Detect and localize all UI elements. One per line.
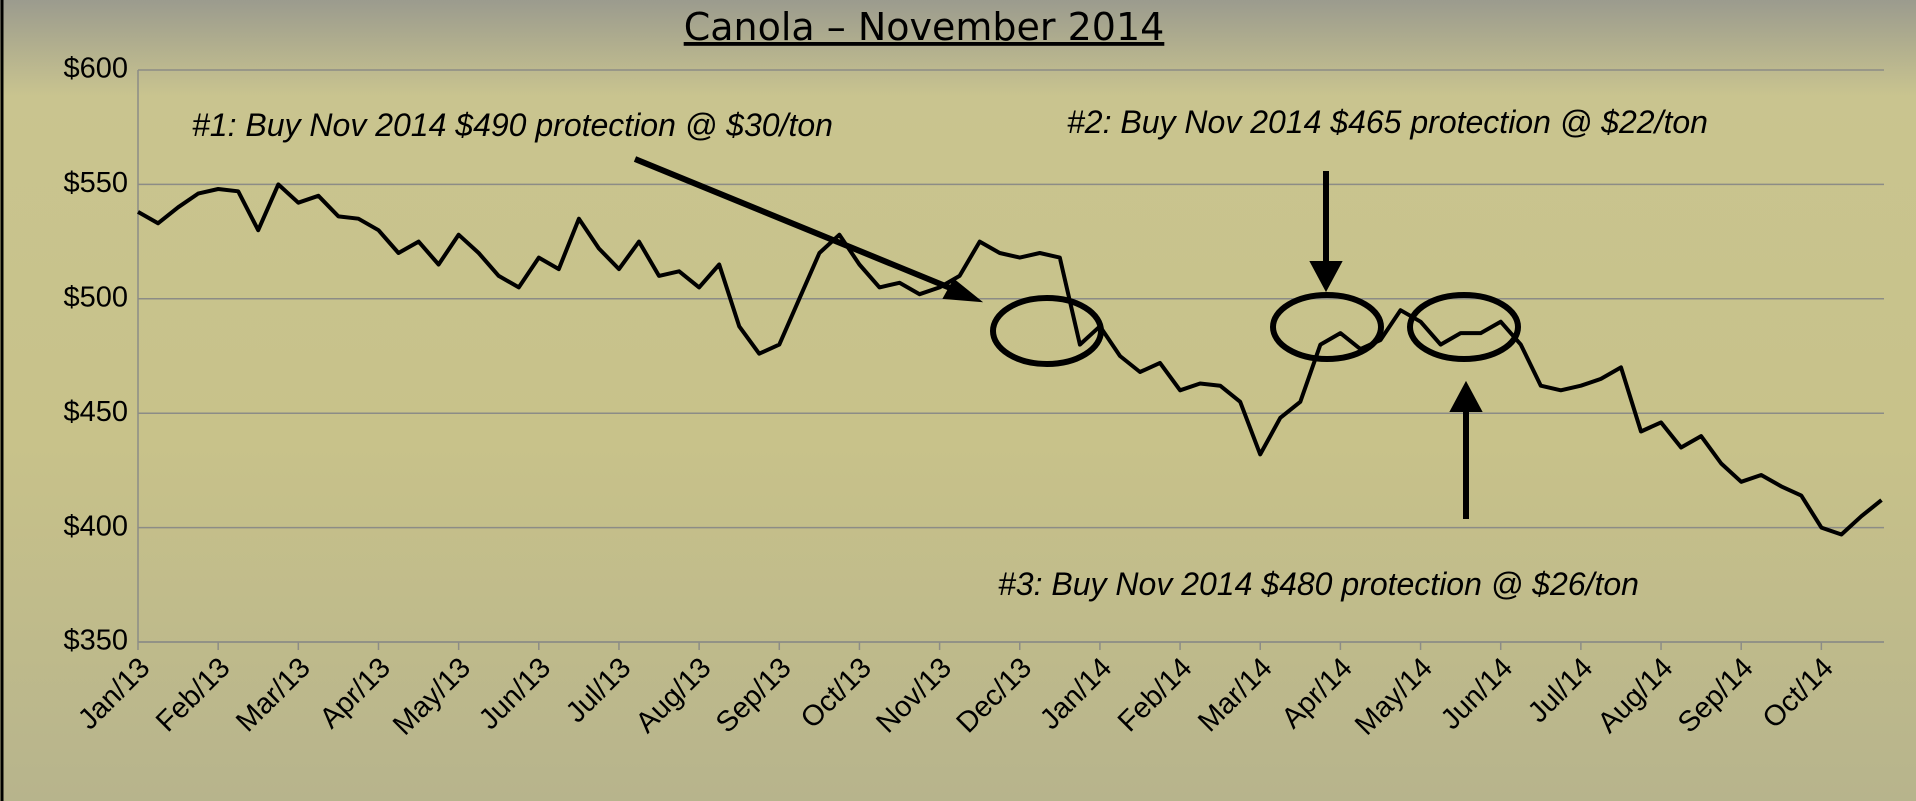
annotation: #3: Buy Nov 2014 $480 protection @ $26/t…: [998, 566, 1639, 602]
highlight-circle: [1270, 292, 1384, 362]
chart-title: Canola – November 2014: [684, 5, 1165, 49]
y-tick-label: $500: [63, 281, 128, 313]
y-tick-label: $450: [63, 396, 128, 428]
y-tick-label: $400: [63, 510, 128, 542]
arrow-head: [942, 278, 984, 303]
annotation: #1: Buy Nov 2014 $490 protection @ $30/t…: [192, 107, 833, 143]
y-tick-label: $350: [63, 625, 128, 657]
price-line: [137, 182, 1883, 537]
highlight-circle: [990, 295, 1104, 367]
callouts: [633, 156, 1521, 519]
y-tick-label: $550: [63, 167, 128, 199]
annotation: #2: Buy Nov 2014 $465 protection @ $22/t…: [1067, 104, 1708, 140]
arrow-head: [1309, 261, 1343, 293]
y-tick-label: $600: [63, 53, 128, 85]
highlight-circle: [1407, 292, 1521, 362]
arrow-head: [1449, 380, 1483, 412]
arrow: [633, 156, 962, 295]
